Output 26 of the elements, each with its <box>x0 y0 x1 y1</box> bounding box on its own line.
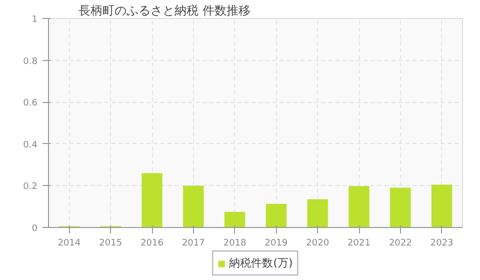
y-tick-label: 0.2 <box>23 182 38 192</box>
legend-label: 納税件数(万) <box>229 256 293 270</box>
bar <box>307 199 328 228</box>
x-tick-label: 2020 <box>306 238 330 248</box>
x-tick-label: 2023 <box>430 238 454 248</box>
y-tick-label: 0 <box>32 224 38 234</box>
bar <box>390 188 411 228</box>
x-tick-label: 2014 <box>58 238 81 248</box>
bar <box>348 186 370 228</box>
x-tick-label: 2022 <box>388 238 412 248</box>
bar <box>431 184 452 228</box>
y-tick-label: 1 <box>32 15 38 25</box>
x-tick-label: 2019 <box>264 238 288 248</box>
x-tick-label: 2018 <box>223 238 247 248</box>
bar <box>142 173 162 228</box>
x-tick-label: 2021 <box>348 238 370 248</box>
x-tick-label: 2016 <box>140 238 164 248</box>
y-tick-label: 0.8 <box>23 56 38 67</box>
y-tick-label: 0.6 <box>23 98 38 109</box>
chart-title: 長柄町のふるさと納税 件数推移 <box>78 4 250 18</box>
x-tick-label: 2017 <box>182 238 205 248</box>
x-tick-label: 2015 <box>99 238 122 248</box>
y-tick-label: 0.4 <box>23 140 38 150</box>
bar <box>224 212 246 228</box>
bar <box>183 186 204 228</box>
bar <box>266 204 287 228</box>
